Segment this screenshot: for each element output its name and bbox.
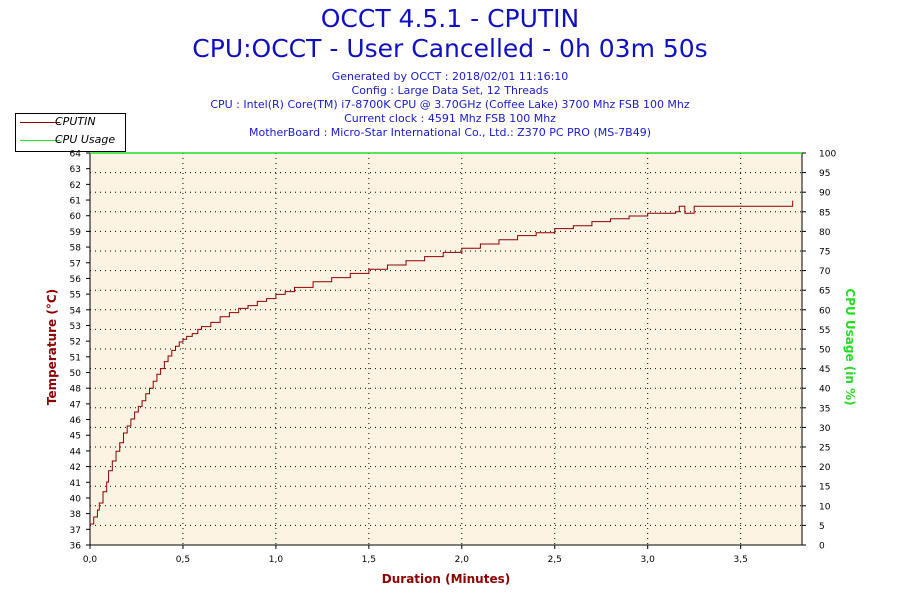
y-tick-label: 42 [70,463,81,473]
y-tick-label: 41 [70,479,81,489]
y2-tick-label: 0 [819,542,825,552]
x-tick-label: 2,5 [548,555,562,565]
x-tick-label: 0,5 [176,555,190,565]
legend-swatch-cputin [20,122,60,123]
y-tick-label: 63 [70,165,81,175]
y-tick-label: 50 [70,369,82,379]
x-tick-label: 0,0 [83,555,98,565]
y-tick-label: 52 [70,338,81,348]
legend-item-cpu-usage: CPU Usage [16,132,125,150]
y2-tick-label: 70 [819,267,831,277]
y2-tick-label: 100 [819,150,836,160]
y2-tick-label: 55 [819,326,830,336]
y2-tick-label: 30 [819,424,831,434]
y2-tick-label: 20 [819,463,831,473]
x-tick-label: 1,0 [269,555,284,565]
y-axis-label-right: CPU Usage (in %) [843,288,857,406]
y-tick-label: 38 [70,510,82,520]
plot-background [90,153,802,545]
y-tick-label: 57 [70,259,81,269]
y2-tick-label: 90 [819,189,831,199]
y2-tick-label: 15 [819,483,830,493]
chart-title: OCCT 4.5.1 - CPUTIN [320,4,580,33]
y-tick-label: 40 [70,494,82,504]
y-tick-label: 61 [70,197,81,207]
y2-tick-label: 45 [819,365,830,375]
y-tick-label: 48 [70,385,82,395]
y2-tick-label: 75 [819,248,830,258]
info-cpu: CPU : Intel(R) Core(TM) i7-8700K CPU @ 3… [210,98,690,111]
y-tick-label: 55 [70,291,81,301]
y-tick-label: 62 [70,181,81,191]
y-tick-label: 37 [70,526,81,536]
x-tick-label: 1,5 [362,555,376,565]
y2-tick-label: 95 [819,169,830,179]
y-tick-label: 46 [70,416,82,426]
info-config: Config : Large Data Set, 12 Threads [351,84,549,97]
legend-label-cpu-usage: CPU Usage [55,133,116,146]
y2-tick-label: 35 [819,404,830,414]
series-line-cputin [90,200,794,525]
y2-tick-label: 85 [819,208,830,218]
y-tick-label: 36 [70,542,82,552]
y2-tick-label: 60 [819,306,831,316]
legend-swatch-cpu-usage [20,140,60,141]
chart-subtitle: CPU:OCCT - User Cancelled - 0h 03m 50s [192,34,708,63]
chart-legend: CPUTIN CPU Usage [15,113,126,152]
y2-tick-label: 10 [819,502,831,512]
y-tick-label: 45 [70,432,81,442]
y2-tick-label: 5 [819,522,825,532]
x-tick-label: 3,5 [733,555,747,565]
y2-tick-label: 65 [819,287,830,297]
y-tick-label: 60 [70,212,82,222]
y-tick-label: 51 [70,353,81,363]
x-tick-label: 3,0 [641,555,656,565]
y-axis-label-left: Temperature (°C) [45,288,59,406]
info-generated: Generated by OCCT : 2018/02/01 11:16:10 [331,70,569,83]
y2-tick-label: 25 [819,444,830,454]
y-tick-label: 56 [70,275,82,285]
y-tick-label: 59 [70,228,82,238]
y2-tick-label: 40 [819,385,831,395]
y2-tick-label: 80 [819,228,831,238]
y-tick-label: 53 [70,322,81,332]
x-tick-label: 2,0 [455,555,470,565]
y-tick-label: 44 [70,447,82,457]
y2-tick-label: 50 [819,346,831,356]
y-tick-label: 47 [70,400,81,410]
info-motherboard: MotherBoard : Micro-Star International C… [248,126,652,139]
y-tick-label: 58 [70,244,82,254]
legend-label-cputin: CPUTIN [55,115,96,128]
info-clock: Current clock : 4591 Mhz FSB 100 Mhz [344,112,556,125]
legend-item-cputin: CPUTIN [16,114,125,132]
y-tick-label: 54 [70,306,82,316]
x-axis-label: Duration (Minutes) [381,572,511,586]
